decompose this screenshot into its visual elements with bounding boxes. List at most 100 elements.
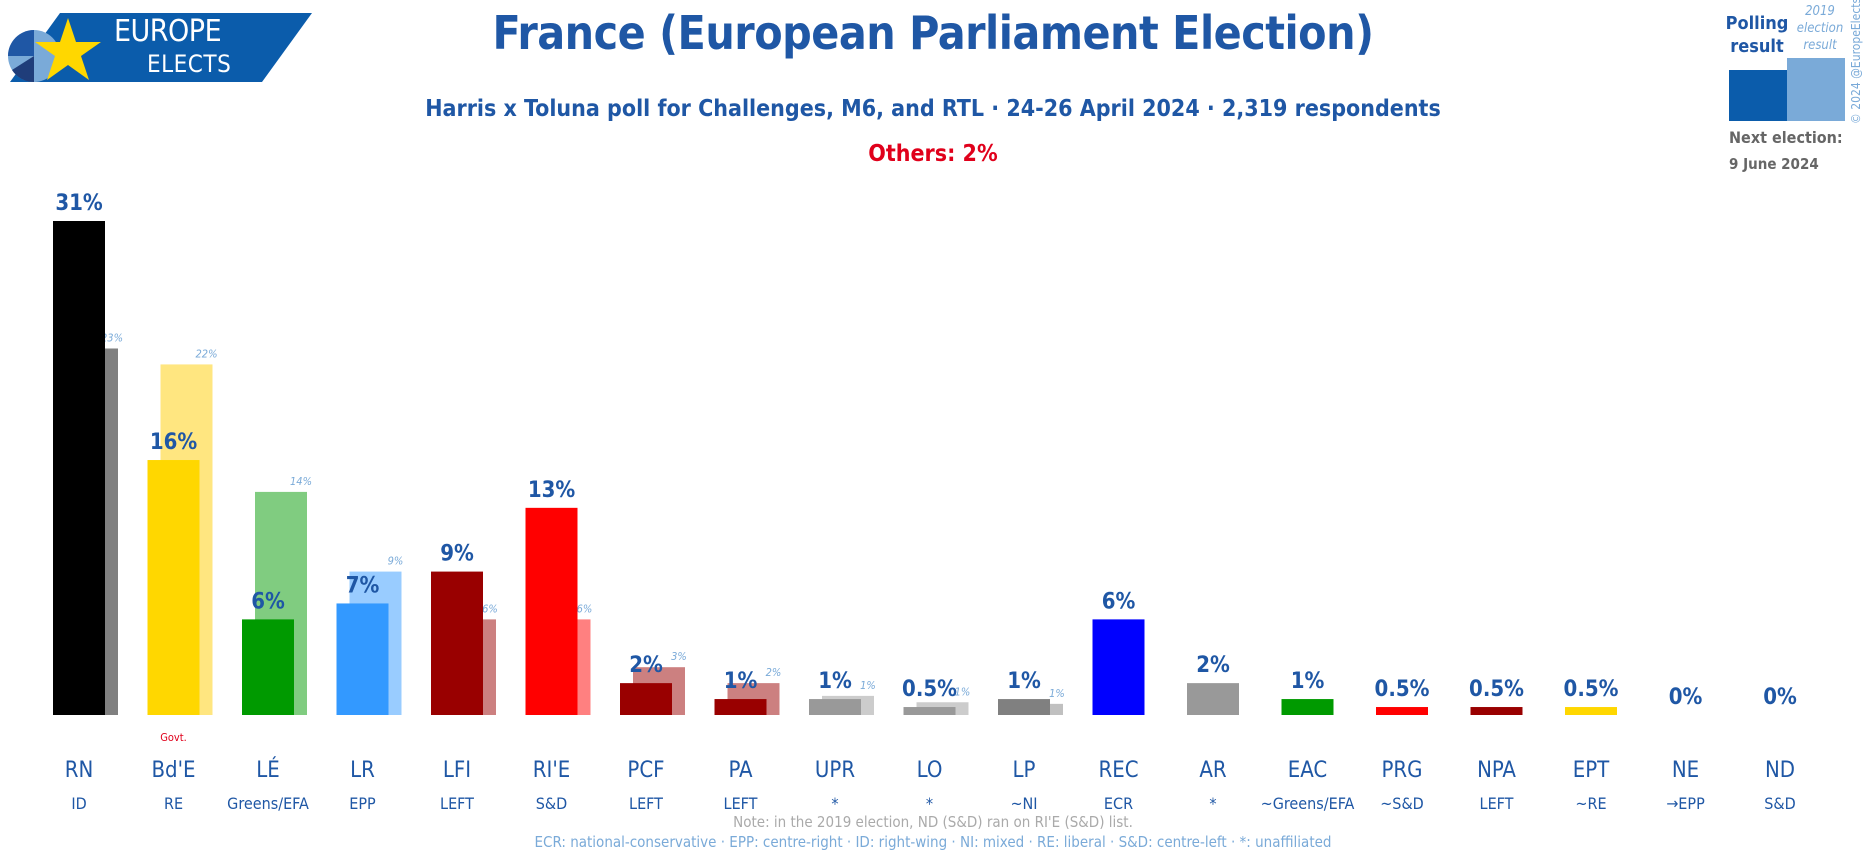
bar-poll-lr — [336, 603, 389, 715]
bar-poll-ept — [1565, 707, 1617, 715]
party-name-rec: REC — [1098, 758, 1138, 783]
party-group-npa: LEFT — [1480, 794, 1514, 813]
europe-elects-logo — [0, 10, 320, 85]
bar-poll-rn — [53, 221, 105, 715]
group-key: ECR: national-conservative · EPP: centre… — [534, 833, 1332, 851]
legend-polling-swatch — [1729, 70, 1790, 121]
party-group-eac: ~Greens/EFA — [1261, 794, 1355, 813]
party-name-npa: NPA — [1477, 758, 1516, 783]
party-group-lp: ~NI — [1010, 794, 1037, 813]
party-group-l-: Greens/EFA — [227, 794, 309, 813]
bar-2019-label-pa: 2% — [766, 666, 782, 679]
bar-poll-label-lr: 7% — [346, 573, 380, 598]
party-group-lr: EPP — [349, 794, 376, 813]
bar-poll-npa — [1470, 707, 1523, 715]
bar-poll-bd-e — [147, 460, 200, 715]
footnote: Note: in the 2019 election, ND (S&D) ran… — [733, 813, 1133, 831]
party-group-pcf: LEFT — [629, 794, 663, 813]
party-group-lfi: LEFT — [440, 794, 474, 813]
bar-poll-label-pcf: 2% — [629, 653, 663, 678]
party-name-lp: LP — [1013, 758, 1036, 783]
logo-star-icon — [35, 18, 101, 80]
party-name-prg: PRG — [1381, 758, 1422, 783]
bar-2019-label-bd-e: 22% — [196, 347, 218, 360]
bar-poll-l- — [242, 619, 294, 715]
bar-poll-label-prg: 0.5% — [1375, 677, 1430, 702]
party-name-lr: LR — [350, 758, 375, 783]
party-group-lo: * — [926, 794, 933, 813]
party-name-eac: EAC — [1288, 758, 1327, 783]
bar-poll-label-lp: 1% — [1007, 669, 1041, 694]
bar-2019-label-rn: 23% — [101, 331, 123, 344]
bar-poll-label-pa: 1% — [724, 669, 758, 694]
chart-title: France (European Parliament Election) — [492, 6, 1374, 60]
bar-poll-label-rn: 31% — [55, 191, 103, 216]
party-group-nd: S&D — [1764, 794, 1795, 813]
bar-poll-label-ar: 2% — [1196, 653, 1230, 678]
bar-2019-label-ri-e: 6% — [577, 602, 593, 615]
legend-election-label: 2019 election result — [1796, 4, 1844, 53]
logo-globe-segment-icon — [8, 30, 34, 56]
bar-poll-ri-e — [525, 507, 578, 715]
logo-text-europe: EUROPE — [114, 14, 222, 49]
party-group-bd-e: RE — [164, 794, 183, 813]
party-group-upr: * — [831, 794, 838, 813]
bar-poll-label-l-: 6% — [251, 589, 285, 614]
party-name-pcf: PCF — [627, 758, 664, 783]
party-name-nd: ND — [1765, 758, 1795, 783]
bar-2019-label-lo: 1% — [955, 685, 971, 698]
others-label: Others: 2% — [868, 141, 998, 167]
bar-2019-label-pcf: 3% — [671, 650, 687, 663]
bar-poll-label-ri-e: 13% — [528, 478, 576, 503]
govt-note-bd-e: Govt. — [160, 731, 187, 744]
bar-poll-eac — [1281, 699, 1334, 715]
bar-poll-rec — [1092, 619, 1145, 715]
logo-text-elects: ELECTS — [147, 50, 232, 78]
legend-election-swatch — [1787, 58, 1845, 121]
bar-poll-label-npa: 0.5% — [1469, 677, 1524, 702]
party-name-rn: RN — [65, 758, 94, 783]
party-group-prg: ~S&D — [1380, 794, 1424, 813]
bar-poll-label-lo: 0.5% — [902, 677, 957, 702]
party-name-upr: UPR — [815, 758, 855, 783]
party-name-ar: AR — [1199, 758, 1227, 783]
next-election-label: Next election: — [1729, 128, 1843, 147]
logo-graphic — [8, 13, 312, 83]
party-group-ri-e: S&D — [536, 794, 567, 813]
party-group-rec: ECR — [1104, 794, 1133, 813]
bar-poll-pa — [714, 699, 767, 715]
bar-poll-label-lfi: 9% — [440, 542, 474, 567]
bar-poll-upr — [809, 699, 861, 715]
bar-poll-label-eac: 1% — [1291, 669, 1325, 694]
party-name-ept: EPT — [1573, 758, 1610, 783]
party-name-ne: NE — [1672, 758, 1699, 783]
bar-poll-ar — [1187, 683, 1239, 715]
party-name-lfi: LFI — [443, 758, 471, 783]
bar-2019-label-lfi: 6% — [482, 602, 498, 615]
bar-2019-label-l-: 14% — [290, 475, 312, 488]
logo-globe-segment2-icon — [12, 56, 34, 83]
bar-poll-lfi — [431, 571, 483, 715]
bar-2019-label-upr: 1% — [860, 679, 876, 692]
bar-poll-label-bd-e: 16% — [150, 430, 198, 455]
party-name-bd-e: Bd'E — [151, 758, 195, 783]
next-election-date: 9 June 2024 — [1729, 155, 1819, 173]
bar-poll-label-upr: 1% — [818, 669, 852, 694]
party-name-l-: LÉ — [256, 757, 280, 783]
legend-polling-label: Polling result — [1725, 13, 1789, 57]
bar-2019-label-lp: 1% — [1049, 687, 1065, 700]
bar-poll-lp — [998, 699, 1050, 715]
party-group-ar: * — [1209, 794, 1216, 813]
party-name-lo: LO — [917, 758, 943, 783]
party-group-pa: LEFT — [724, 794, 758, 813]
party-name-ri-e: RI'E — [533, 758, 571, 783]
bar-poll-label-nd: 0% — [1763, 685, 1797, 710]
bar-poll-label-rec: 6% — [1102, 589, 1136, 614]
bar-poll-lo — [903, 707, 956, 715]
party-group-rn: ID — [71, 794, 86, 813]
bar-2019-label-lr: 9% — [388, 555, 404, 568]
bar-poll-label-ept: 0.5% — [1564, 677, 1619, 702]
bar-poll-prg — [1376, 707, 1428, 715]
chart-subtitle: Harris x Toluna poll for Challenges, M6,… — [425, 96, 1441, 122]
